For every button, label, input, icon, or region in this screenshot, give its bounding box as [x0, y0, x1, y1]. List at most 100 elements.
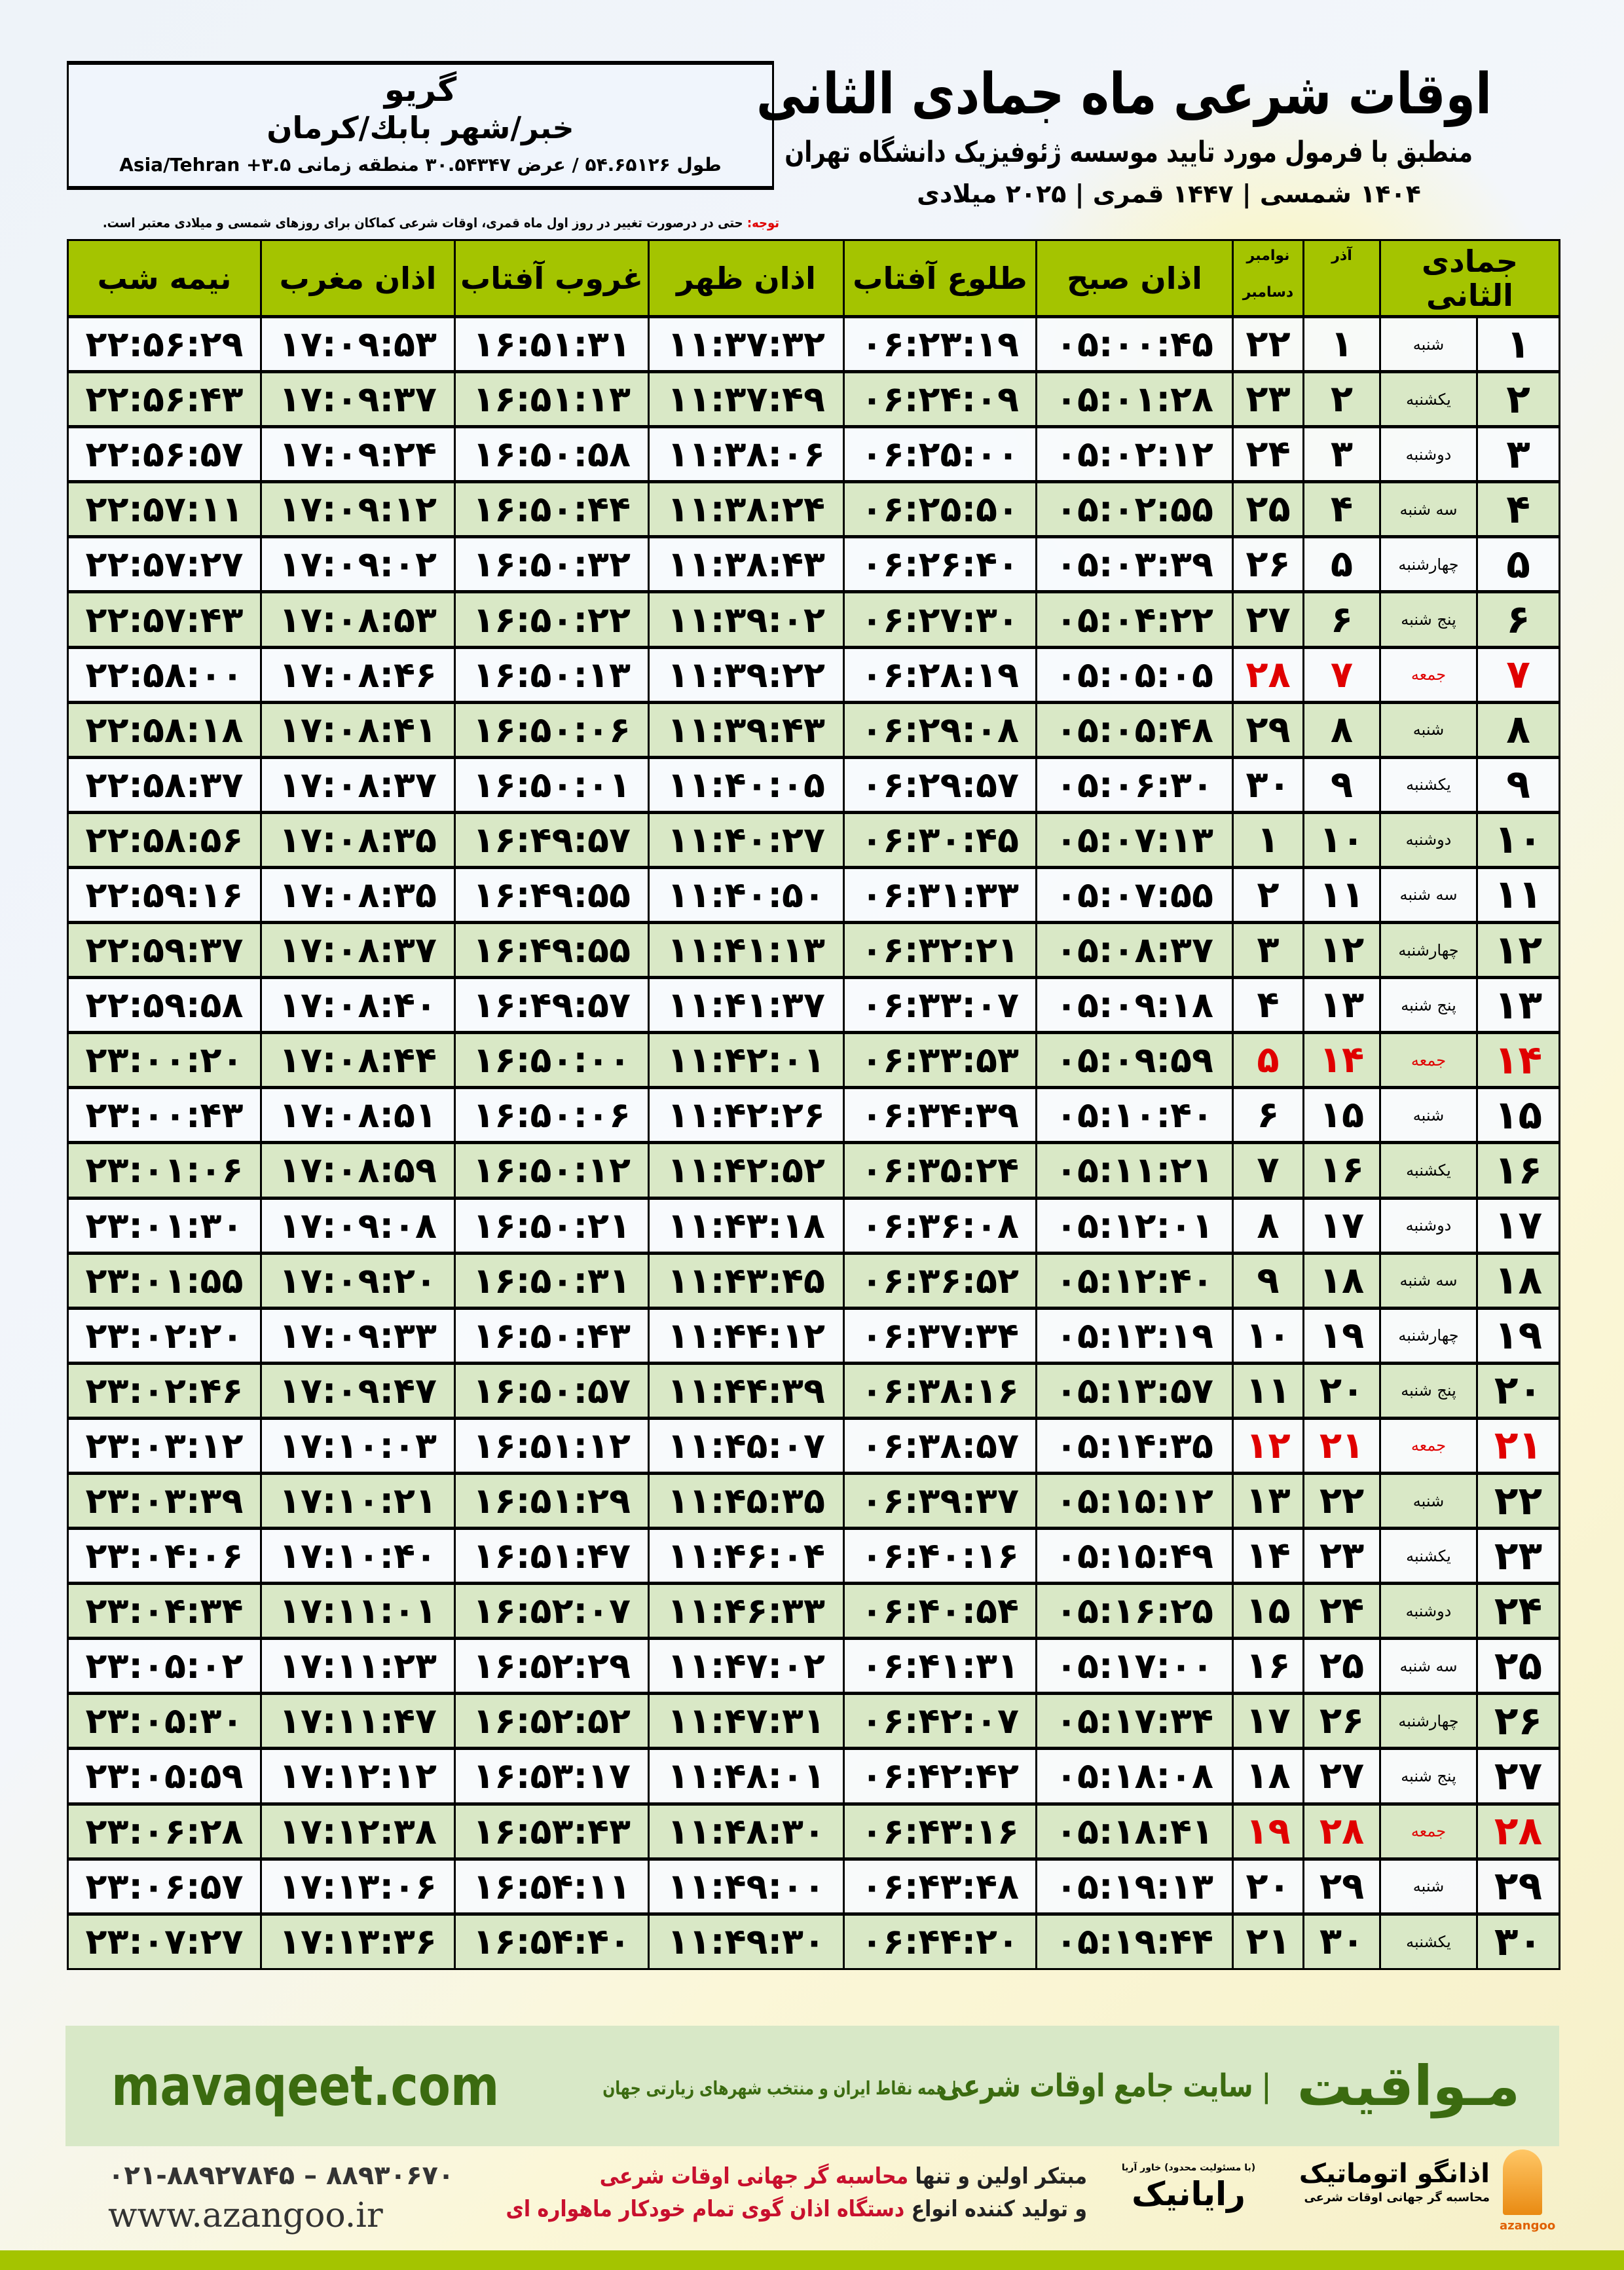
header-midnight: نیمه شب — [67, 239, 262, 318]
midnight-time: ۲۲:۵۹:۱۶ — [67, 865, 262, 924]
midnight-time: ۲۲:۵۶:۴۳ — [67, 370, 262, 428]
rayanik-logo: (با مسئولیت محدود) خاور آریا رایانیک — [1113, 2161, 1264, 2214]
sunset-time: ۱۶:۵۱:۲۹ — [454, 1471, 650, 1530]
day-number: ۲۵ — [1476, 1637, 1561, 1695]
weekday: یکشنبه — [1378, 1527, 1479, 1585]
promo-line1-highlight: محاسبه گر جهانی اوقات شرعی — [599, 2163, 909, 2189]
maghrib-time: ۱۷:۱۰:۲۱ — [260, 1471, 456, 1530]
sunset-time: ۱۶:۵۰:۰۰ — [454, 1031, 650, 1089]
maghrib-time: ۱۷:۰۸:۴۶ — [260, 645, 456, 703]
sponsor-footer: ۰۲۱-۸۸۹۲۷۸۴۵ – ۸۸۹۳۰۶۷۰ www.azangoo.ir م… — [0, 2155, 1624, 2246]
azangoo-link[interactable]: www.azangoo.ir — [108, 2196, 383, 2235]
sunset-time: ۱۶:۵۰:۰۶ — [454, 700, 650, 758]
weekday: جمعه — [1378, 1031, 1479, 1089]
sunset-time: ۱۶:۵۰:۵۸ — [454, 425, 650, 483]
midnight-time: ۲۲:۵۹:۳۷ — [67, 921, 262, 979]
maghrib-time: ۱۷:۱۳:۳۶ — [260, 1912, 456, 1970]
azangoo-logo: اذانگو اتوماتیک محاسبه گر جهانی اوقات شر… — [1280, 2157, 1490, 2206]
sunset-time: ۱۶:۵۱:۳۱ — [454, 314, 650, 373]
gregorian-day: ۸ — [1232, 1196, 1304, 1254]
fajr-time: ۰۵:۱۳:۵۷ — [1035, 1361, 1234, 1419]
day-number: ۱۷ — [1476, 1196, 1561, 1254]
sunset-time: ۱۶:۵۰:۱۲ — [454, 1141, 650, 1199]
sunrise-time: ۰۶:۳۸:۵۷ — [843, 1416, 1037, 1474]
weekday: چهارشنبه — [1378, 1692, 1479, 1750]
dhuhr-time: ۱۱:۳۸:۴۳ — [648, 535, 845, 593]
maghrib-time: ۱۷:۰۹:۳۷ — [260, 370, 456, 428]
sunset-time: ۱۶:۵۰:۱۳ — [454, 645, 650, 703]
dhuhr-time: ۱۱:۴۵:۰۷ — [648, 1416, 845, 1474]
maghrib-time: ۱۷:۱۲:۱۲ — [260, 1747, 456, 1805]
table-row: ۶ پنج شنبه ۶ ۲۷ ۰۵:۰۴:۲۲ ۰۶:۲۷:۳۰ ۱۱:۳۹:۰۲ ۱۶:۵… — [67, 590, 1561, 648]
table-row: ۱۱ سه شنبه ۱۱ ۲ ۰۵:۰۷:۵۵ ۰۶:۳۱:۳۳ ۱۱:۴۰:۵۰ ۱۶:۴… — [67, 865, 1561, 924]
midnight-time: ۲۲:۵۸:۱۸ — [67, 700, 262, 758]
weekday: یکشنبه — [1378, 755, 1479, 813]
table-row: ۴ سه شنبه ۴ ۲۵ ۰۵:۰۲:۵۵ ۰۶:۲۵:۵۰ ۱۱:۳۸:۲۴ ۱۶:۵۰… — [67, 480, 1561, 538]
fajr-time: ۰۵:۰۵:۴۸ — [1035, 700, 1234, 758]
day-number: ۲۳ — [1476, 1527, 1561, 1585]
day-number: ۱۴ — [1476, 1031, 1561, 1089]
dhuhr-time: ۱۱:۴۴:۱۲ — [648, 1306, 845, 1364]
table-row: ۲۲ شنبه ۲۲ ۱۳ ۰۵:۱۵:۱۲ ۰۶:۳۹:۳۷ ۱۱:۴۵:۳۵ ۱۶:۵۱:… — [67, 1471, 1561, 1530]
weekday: یکشنبه — [1378, 370, 1479, 428]
day-number: ۱۵ — [1476, 1086, 1561, 1144]
maghrib-time: ۱۷:۱۲:۳۸ — [260, 1802, 456, 1860]
table-row: ۹ یکشنبه ۹ ۳۰ ۰۵:۰۶:۳۰ ۰۶:۲۹:۵۷ ۱۱:۴۰:۰۵ ۱۶:۵۰:… — [67, 755, 1561, 813]
azar-day: ۱۰ — [1302, 810, 1381, 868]
day-number: ۳ — [1476, 425, 1561, 483]
sunrise-time: ۰۶:۴۴:۲۰ — [843, 1912, 1037, 1970]
rayanik-subtitle: (با مسئولیت محدود) خاور آریا — [1121, 2163, 1256, 2173]
gregorian-day: ۱۱ — [1232, 1361, 1304, 1419]
weekday: جمعه — [1378, 1802, 1479, 1860]
sunrise-time: ۰۶:۳۳:۵۳ — [843, 1031, 1037, 1089]
promo-text: مبتکر اولین و تنها محاسبه گر جهانی اوقات… — [458, 2160, 1087, 2225]
azar-day: ۱۴ — [1302, 1031, 1381, 1089]
midnight-time: ۲۳:۰۵:۰۲ — [67, 1637, 262, 1695]
header-dec: دسامبر — [1242, 284, 1294, 301]
dhuhr-time: ۱۱:۳۹:۰۲ — [648, 590, 845, 648]
maghrib-time: ۱۷:۰۸:۳۷ — [260, 755, 456, 813]
day-number: ۹ — [1476, 755, 1561, 813]
dhuhr-time: ۱۱:۳۸:۰۶ — [648, 425, 845, 483]
weekday: دوشنبه — [1378, 425, 1479, 483]
gregorian-day: ۱۵ — [1232, 1582, 1304, 1640]
phone-numbers: ۰۲۱-۸۸۹۲۷۸۴۵ – ۸۸۹۳۰۶۷۰ — [108, 2161, 454, 2191]
sunrise-time: ۰۶:۳۵:۲۴ — [843, 1141, 1037, 1199]
weekday: پنج شنبه — [1378, 590, 1479, 648]
table-row: ۲ یکشنبه ۲ ۲۳ ۰۵:۰۱:۲۸ ۰۶:۲۴:۰۹ ۱۱:۳۷:۴۹ ۱۶:۵۱:… — [67, 370, 1561, 428]
maghrib-time: ۱۷:۰۸:۵۱ — [260, 1086, 456, 1144]
midnight-time: ۲۳:۰۰:۲۰ — [67, 1031, 262, 1089]
azar-day: ۲۵ — [1302, 1637, 1381, 1695]
sunset-time: ۱۶:۴۹:۵۷ — [454, 810, 650, 868]
dhuhr-time: ۱۱:۴۳:۴۵ — [648, 1251, 845, 1309]
day-number: ۶ — [1476, 590, 1561, 648]
weekday: دوشنبه — [1378, 1582, 1479, 1640]
fajr-time: ۰۵:۰۷:۱۳ — [1035, 810, 1234, 868]
midnight-time: ۲۲:۵۷:۲۷ — [67, 535, 262, 593]
dhuhr-time: ۱۱:۳۷:۴۹ — [648, 370, 845, 428]
weekday: جمعه — [1378, 645, 1479, 703]
day-number: ۲۰ — [1476, 1361, 1561, 1419]
sunrise-time: ۰۶:۴۳:۱۶ — [843, 1802, 1037, 1860]
sunset-time: ۱۶:۵۱:۴۷ — [454, 1527, 650, 1585]
dhuhr-time: ۱۱:۴۱:۳۷ — [648, 976, 845, 1034]
table-row: ۱۸ سه شنبه ۱۸ ۹ ۰۵:۱۲:۴۰ ۰۶:۳۶:۵۲ ۱۱:۴۳:۴۵ ۱۶:۵… — [67, 1251, 1561, 1309]
day-number: ۲۱ — [1476, 1416, 1561, 1474]
maghrib-time: ۱۷:۰۹:۰۸ — [260, 1196, 456, 1254]
sunset-time: ۱۶:۴۹:۵۵ — [454, 865, 650, 924]
sunset-time: ۱۶:۵۱:۱۳ — [454, 370, 650, 428]
mavaqeet-link[interactable]: mavaqeet.com — [111, 2054, 500, 2118]
fajr-time: ۰۵:۰۷:۵۵ — [1035, 865, 1234, 924]
day-number: ۲۷ — [1476, 1747, 1561, 1805]
gregorian-day: ۲ — [1232, 865, 1304, 924]
sunset-time: ۱۶:۵۱:۱۲ — [454, 1416, 650, 1474]
table-row: ۵ چهارشنبه ۵ ۲۶ ۰۵:۰۳:۳۹ ۰۶:۲۶:۴۰ ۱۱:۳۸:۴۳ ۱۶:۵… — [67, 535, 1561, 593]
header-maghrib: اذان مغرب — [260, 239, 456, 318]
fajr-time: ۰۵:۱۵:۴۹ — [1035, 1527, 1234, 1585]
weekday: شنبه — [1378, 1471, 1479, 1530]
azar-day: ۱۳ — [1302, 976, 1381, 1034]
day-number: ۱۰ — [1476, 810, 1561, 868]
sunrise-time: ۰۶:۴۱:۳۱ — [843, 1637, 1037, 1695]
azar-day: ۴ — [1302, 480, 1381, 538]
azar-day: ۸ — [1302, 700, 1381, 758]
